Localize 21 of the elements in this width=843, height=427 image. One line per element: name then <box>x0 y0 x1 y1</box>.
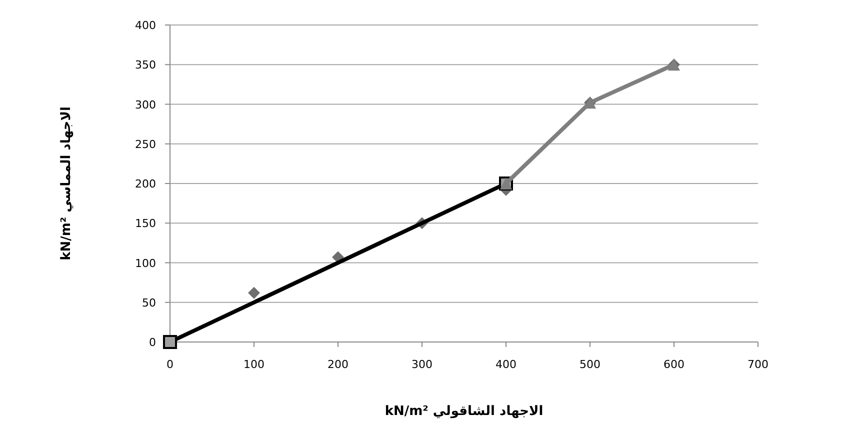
y-tick-label: 200 <box>135 178 156 190</box>
y-tick-label: 250 <box>135 138 156 151</box>
y-tick-label: 50 <box>142 296 156 310</box>
y-tick-label: 100 <box>135 256 156 270</box>
x-tick-label: 600 <box>664 358 684 371</box>
y-tick-label: 0 <box>149 336 156 349</box>
x-tick-label: 200 <box>328 358 348 371</box>
y-tick-label: 150 <box>135 217 156 230</box>
y-tick-label: 400 <box>135 19 156 32</box>
x-axis-title: الاجهاد الشاقولي kN/m² <box>384 404 544 419</box>
x-tick-label: 300 <box>412 358 432 371</box>
x-tick-label: 700 <box>748 358 768 371</box>
x-tick-label: 500 <box>580 358 600 371</box>
x-tick-label: 100 <box>244 358 264 371</box>
point <box>163 335 177 349</box>
y-tick-label: 350 <box>135 58 156 72</box>
y-tick-label: 300 <box>135 98 156 112</box>
y-axis-title: الاجهاد المماسي kN/m² <box>59 106 74 260</box>
x-tick-label: 400 <box>496 358 516 371</box>
point <box>248 286 260 299</box>
x-tick-label: 0 <box>166 358 174 371</box>
